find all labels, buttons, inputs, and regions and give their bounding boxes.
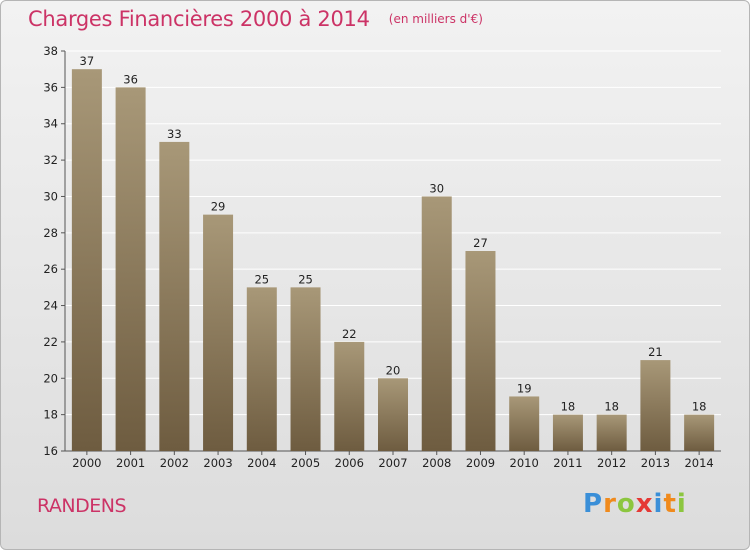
x-tick-label-2007: 2007	[378, 456, 407, 470]
logo-letter: i	[653, 489, 664, 519]
y-tick-label: 22	[43, 335, 58, 349]
y-tick-labels: 16 18 20 22 24 26 28 30 32 34 36 38	[43, 44, 58, 458]
data-label-2003: 29	[211, 200, 226, 214]
data-label-2005: 25	[298, 272, 313, 286]
logo-letter: t	[663, 489, 677, 519]
bars	[71, 69, 715, 451]
x-tick-label-2009: 2009	[466, 456, 495, 470]
x-tick-label-2006: 2006	[335, 456, 364, 470]
x-tick-label-2013: 2013	[641, 456, 670, 470]
y-tick-label: 38	[43, 44, 58, 58]
x-tick-label-2001: 2001	[116, 456, 145, 470]
logo-letter: i	[676, 489, 687, 519]
bar-2011	[552, 414, 583, 451]
data-label-2008: 30	[429, 181, 444, 195]
data-label-2004: 25	[254, 272, 269, 286]
x-tick-label-2014: 2014	[684, 456, 713, 470]
bar-2010	[509, 396, 540, 451]
bar-2013	[640, 360, 671, 451]
y-tick-label: 26	[43, 262, 58, 276]
bar-2009	[465, 251, 496, 451]
y-tick-label: 34	[43, 117, 58, 131]
y-tick-label: 30	[43, 189, 58, 203]
data-label-2011: 18	[561, 400, 576, 414]
data-label-2009: 27	[473, 236, 488, 250]
x-tick-label-2000: 2000	[72, 456, 101, 470]
y-tick-label: 32	[43, 153, 58, 167]
data-label-2007: 20	[386, 363, 401, 377]
bar-2000	[71, 69, 102, 451]
y-tick-label: 24	[43, 299, 58, 313]
bar-2001	[115, 87, 146, 451]
x-tick-label-2004: 2004	[247, 456, 276, 470]
data-label-2000: 37	[80, 54, 95, 68]
proxiti-logo: Proxiti	[583, 489, 687, 519]
data-label-2010: 19	[517, 381, 532, 395]
bar-2006	[334, 341, 365, 451]
y-tick-label: 18	[43, 408, 58, 422]
bar-2007	[378, 378, 408, 451]
x-tick-label-2010: 2010	[510, 456, 539, 470]
data-labels: 37 36 33 29 25 25 22 20 30 27 19 18 18 21 18	[80, 54, 707, 413]
logo-letter: o	[616, 489, 636, 519]
chart-title: Charges Financières 2000 à 2014	[28, 7, 370, 31]
logo-letter: P	[583, 489, 604, 519]
data-label-2002: 33	[167, 127, 182, 141]
y-tick-label: 28	[43, 226, 58, 240]
x-tick-label-2011: 2011	[553, 456, 582, 470]
y-tick-label: 16	[43, 444, 58, 458]
data-label-2012: 18	[604, 400, 619, 414]
x-tick-label-2005: 2005	[291, 456, 320, 470]
x-tick-label-2002: 2002	[160, 456, 189, 470]
data-label-2013: 21	[648, 345, 663, 359]
logo-letter: r	[603, 489, 617, 519]
title-block: Charges Financières 2000 à 2014 (en mill…	[28, 7, 483, 31]
bar-2004	[246, 287, 277, 451]
x-tick-label-2012: 2012	[597, 456, 626, 470]
y-tick-label: 36	[43, 80, 58, 94]
commune-name: RANDENS	[37, 495, 127, 517]
data-label-2014: 18	[692, 400, 707, 414]
bar-2003	[203, 214, 234, 451]
bar-2014	[684, 414, 715, 451]
y-tick-label: 20	[43, 371, 58, 385]
chart-subtitle: (en milliers d'€)	[388, 12, 483, 26]
bar-2002	[159, 141, 190, 451]
bar-2012	[596, 414, 627, 451]
x-tick-labels: 2000 2001 2002 2003 2004 2005 2006 2007 2008 2009…	[72, 451, 714, 470]
data-label-2001: 36	[123, 72, 138, 86]
x-tick-label-2008: 2008	[422, 456, 451, 470]
data-label-2006: 22	[342, 327, 357, 341]
logo-letter: x	[635, 489, 654, 519]
bar-2005	[290, 287, 321, 451]
bar-2008	[421, 196, 452, 451]
x-tick-label-2003: 2003	[203, 456, 232, 470]
